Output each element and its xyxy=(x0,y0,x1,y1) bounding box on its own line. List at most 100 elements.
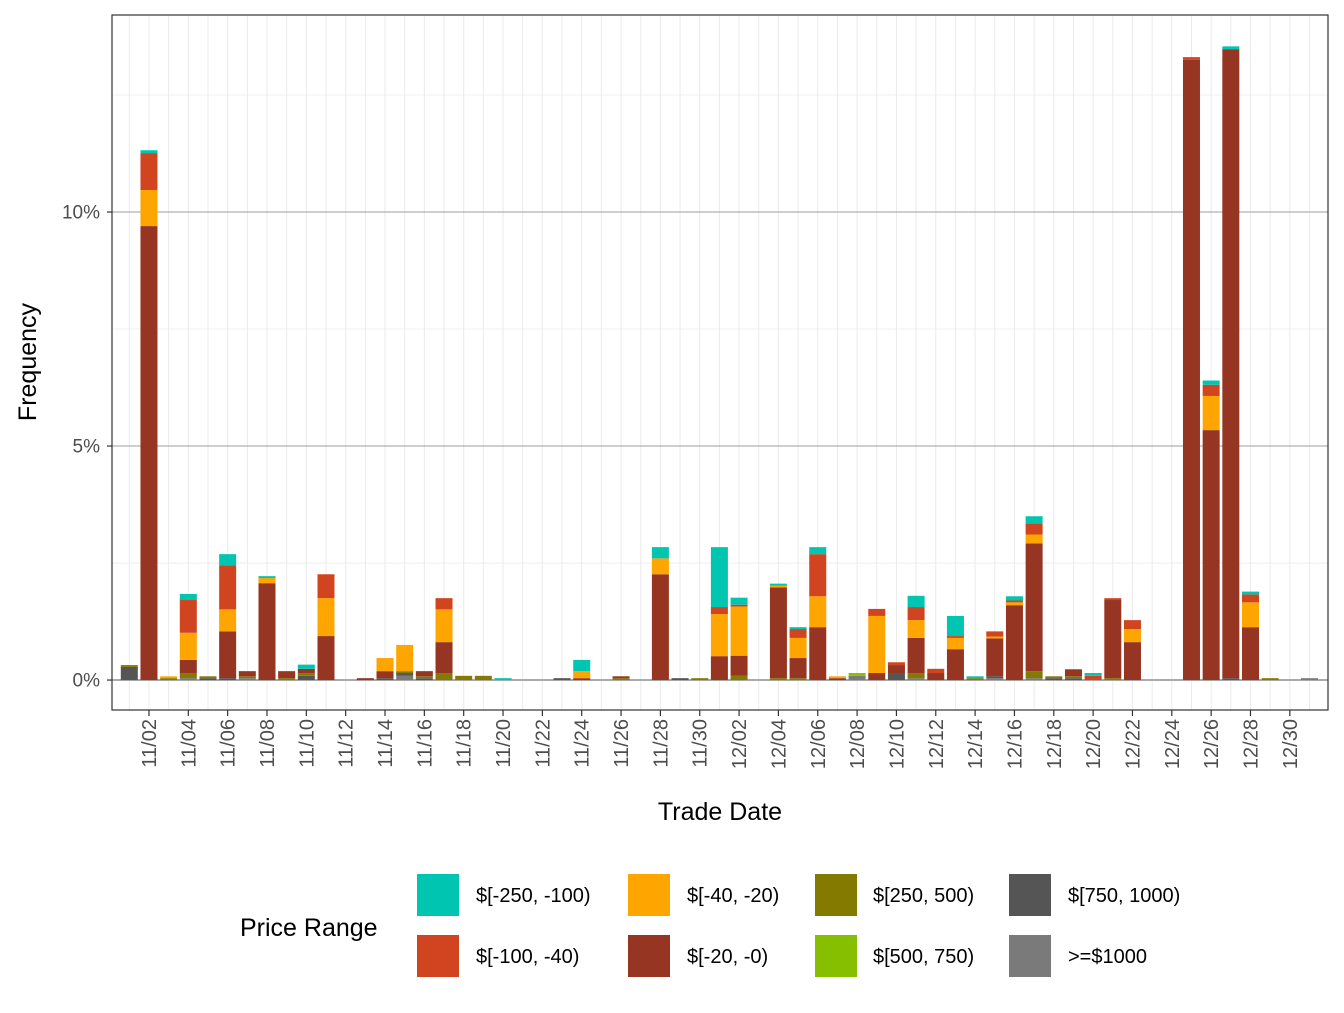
x-tick-label: 11/14 xyxy=(375,719,397,768)
bar-segment xyxy=(219,678,237,681)
x-tick-label: 12/10 xyxy=(886,719,908,769)
x-tick-label: 12/22 xyxy=(1122,719,1144,769)
bar-segment xyxy=(1182,59,1200,681)
legend-label: $[-250, -100) xyxy=(476,885,591,907)
bar-segment xyxy=(946,649,964,681)
x-tick-label: 12/08 xyxy=(847,719,869,769)
legend-item: >=$1000 xyxy=(1009,935,1147,977)
bar-segment xyxy=(1064,669,1082,677)
bar-segment xyxy=(140,190,158,227)
x-tick-label: 12/18 xyxy=(1044,719,1066,769)
bar-segment xyxy=(710,607,728,615)
bar-segment xyxy=(238,671,256,677)
bar-segment xyxy=(927,668,945,674)
bar-segment xyxy=(1005,602,1023,606)
bar-segment xyxy=(809,596,827,628)
bar-segment xyxy=(396,673,414,676)
bar-segment xyxy=(435,673,453,681)
bar-segment xyxy=(868,615,886,674)
bar-segment xyxy=(691,678,709,681)
legend-item: $[-100, -40) xyxy=(417,935,579,977)
bar-segment xyxy=(848,675,866,681)
bar-segment xyxy=(868,673,886,681)
bar-segment xyxy=(1064,676,1082,679)
bar-segment xyxy=(907,607,925,621)
x-tick-label: 11/30 xyxy=(690,719,712,768)
bar-segment xyxy=(1025,523,1043,535)
bar-segment xyxy=(179,678,197,681)
legend-key xyxy=(815,935,857,977)
bar-segment xyxy=(120,666,138,681)
bar-segment xyxy=(1241,627,1259,681)
legend-item: $[-20, -0) xyxy=(628,935,768,977)
bar-segment xyxy=(789,678,807,681)
bar-segment xyxy=(710,614,728,657)
x-tick-label: 11/06 xyxy=(218,719,240,768)
x-tick-label: 11/04 xyxy=(178,719,200,768)
bar-segment xyxy=(297,675,315,681)
bar-segment xyxy=(986,636,1004,639)
bar-segment xyxy=(415,678,433,681)
bar-segment xyxy=(258,576,276,579)
bar-segment xyxy=(1222,49,1240,679)
bar-segment xyxy=(219,554,237,566)
bar-segment xyxy=(671,678,689,681)
bar-segment xyxy=(907,637,925,674)
bar-segment xyxy=(848,673,866,676)
bar-segment xyxy=(415,671,433,677)
bar-segment xyxy=(1104,678,1122,681)
x-tick-label: 12/28 xyxy=(1240,719,1262,769)
x-tick-label: 11/16 xyxy=(414,719,436,768)
bar-segment xyxy=(809,547,827,555)
bar-segment xyxy=(494,678,512,681)
bar-segment xyxy=(1202,384,1220,396)
legend: Price Range $[-250, -100) $[-100, -40) $[-… xyxy=(240,874,1180,977)
bar-segment xyxy=(946,636,964,638)
y-axis: 0% 5% 10% xyxy=(62,203,112,692)
bar-segment xyxy=(376,658,394,672)
bar-segment xyxy=(474,675,492,681)
x-tick-label: 12/26 xyxy=(1201,719,1223,769)
bar-segment xyxy=(966,678,984,681)
bar-segment xyxy=(1104,600,1122,679)
bar-segment xyxy=(730,597,748,605)
bar-segment xyxy=(789,637,807,659)
bar-segment xyxy=(238,678,256,681)
x-tick-label: 12/20 xyxy=(1083,719,1105,769)
bar-segment xyxy=(1005,596,1023,601)
bar-segment xyxy=(199,678,217,681)
legend-item: $[-250, -100) xyxy=(417,874,591,916)
bar-segment xyxy=(297,664,315,669)
bar-segment xyxy=(297,668,315,674)
legend-label: $[-20, -0) xyxy=(687,946,768,968)
bar-segment xyxy=(612,678,630,681)
bar-segment xyxy=(199,676,217,679)
bar-segment xyxy=(710,547,728,608)
bar-segment xyxy=(317,636,335,681)
bar-segment xyxy=(1045,676,1063,679)
legend-key xyxy=(628,935,670,977)
legend-item: $[500, 750) xyxy=(815,935,974,977)
legend-label: >=$1000 xyxy=(1068,946,1147,968)
bar-segment xyxy=(317,574,335,599)
bar-segment xyxy=(730,604,748,607)
bar-segment xyxy=(887,665,905,674)
legend-key xyxy=(417,874,459,916)
bar-segment xyxy=(769,587,787,679)
legend-item: $[-40, -20) xyxy=(628,874,779,916)
bar-segment xyxy=(1123,629,1141,643)
bar-segment xyxy=(179,600,197,633)
bar-segment xyxy=(179,632,197,660)
bar-segment xyxy=(809,554,827,597)
bar-segment xyxy=(946,615,964,637)
bar-segment xyxy=(396,675,414,681)
bar-segment xyxy=(1005,605,1023,681)
x-axis-title: Trade Date xyxy=(658,798,782,826)
bar-segment xyxy=(907,678,925,681)
bar-segment xyxy=(1241,594,1259,603)
bar-segment xyxy=(730,675,748,681)
bar-segment xyxy=(1084,675,1102,681)
legend-label: $[500, 750) xyxy=(873,946,974,968)
bar-segment xyxy=(1222,678,1240,681)
